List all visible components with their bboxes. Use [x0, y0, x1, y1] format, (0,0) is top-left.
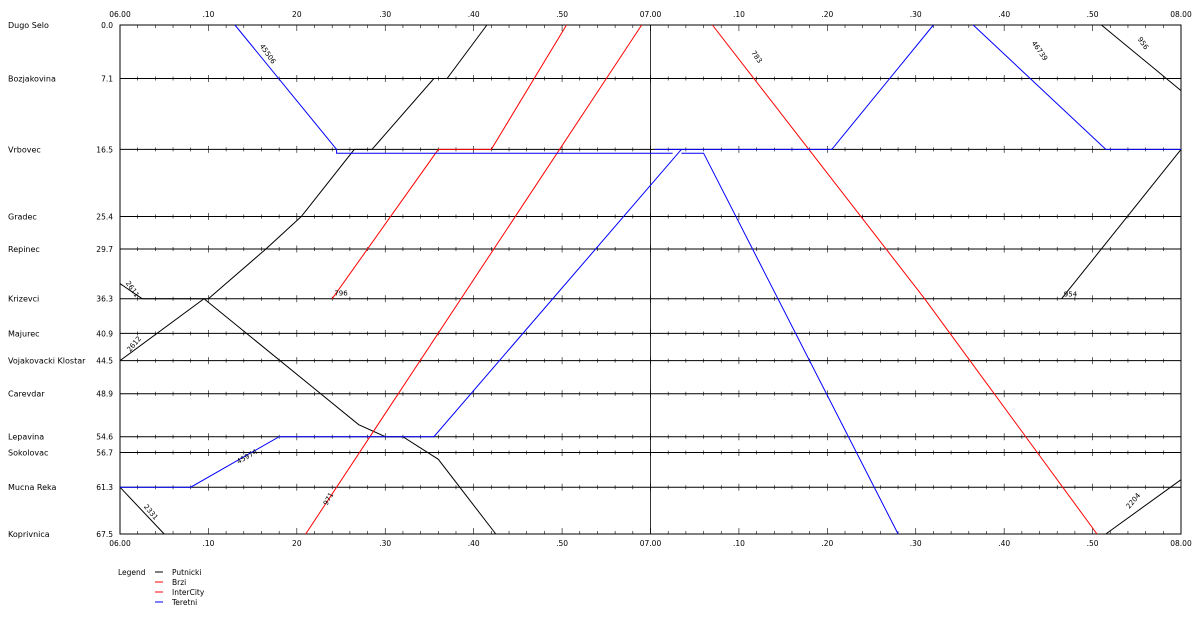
train-path-45974 [120, 24, 934, 488]
km-label: 56.7 [96, 449, 113, 458]
km-label: 29.7 [96, 245, 113, 254]
x-tick-label-bottom: 20 [292, 539, 302, 548]
train-number-label: 783 [749, 49, 763, 65]
km-labels: 0.0 7.1 16.5 25.4 29.7 36.3 40.9 44.5 48.9 54.6 56… [96, 21, 113, 539]
km-label: 44.5 [96, 357, 113, 366]
x-tick-label-top: .30 [910, 10, 922, 19]
train-path-2611 [119, 24, 488, 300]
station-label: Sokolovac [8, 449, 48, 458]
x-tick-label-bottom: .50 [556, 539, 568, 548]
station-labels: Dugo Selo Bozjakovina Vrbovec Gradec Repinec… [8, 21, 86, 539]
chart-grid [119, 24, 1182, 535]
train-path-2331 [119, 486, 165, 535]
train-path-971 [305, 24, 643, 535]
station-label: Lepavina [8, 433, 44, 442]
train-path-2612 [119, 298, 497, 535]
legend-item-label: Brzi [172, 578, 186, 587]
legend-item-label: Teretni [171, 598, 197, 607]
station-label: Bozjakovina [8, 75, 56, 84]
x-tick-label-bottom: .40 [998, 539, 1010, 548]
km-label: 16.5 [96, 145, 113, 154]
x-tick-label-bottom: .10 [202, 539, 214, 548]
km-label: 48.9 [96, 390, 113, 399]
train-number-label: 2612 [126, 335, 144, 354]
station-label: Koprivnica [8, 530, 50, 539]
x-tick-label-bottom: .30 [379, 539, 391, 548]
legend-item-label: Putnicki [172, 568, 201, 577]
station-label: Krizevci [8, 295, 39, 304]
train-path-unnamed [681, 152, 899, 535]
train-number-label: 2204 [1125, 491, 1143, 510]
train-path-45506 [234, 24, 673, 154]
x-tick-label-top: .20 [821, 10, 833, 19]
km-label: 61.3 [96, 483, 113, 492]
train-number-label: 2611 [124, 280, 141, 299]
station-label: Vrbovec [8, 145, 41, 154]
station-label: Dugo Selo [8, 21, 49, 30]
km-label: 0.0 [101, 21, 113, 30]
train-number-label: 971 [322, 491, 336, 507]
x-tick-label-bottom: .20 [821, 539, 833, 548]
x-tick-label-bottom: 08.00 [1170, 539, 1192, 548]
train-number-labels: 45506 2611 2612 796 45974 2331 971 783 46739 956 9… [124, 36, 1150, 522]
legend-title: Legend [118, 568, 146, 577]
x-tick-label-bottom: 07.00 [640, 539, 662, 548]
x-tick-label-top: 08.00 [1170, 10, 1192, 19]
legend-item-label: InterCity [172, 588, 205, 597]
x-tick-label-top: .30 [379, 10, 391, 19]
train-path-2204 [1105, 479, 1182, 535]
x-tick-label-bottom: .40 [468, 539, 480, 548]
train-path-954 [1061, 149, 1182, 300]
km-label: 40.9 [96, 329, 113, 338]
km-label: 67.5 [96, 530, 113, 539]
x-tick-label-top: 06.00 [109, 10, 131, 19]
x-tick-label-bottom: .10 [733, 539, 745, 548]
train-number-label: 954 [1064, 290, 1078, 298]
train-path-46739 [972, 24, 1181, 150]
train-paths [119, 24, 1182, 535]
x-tick-label-bottom: .50 [1087, 539, 1099, 548]
x-tick-label-top: .40 [468, 10, 480, 19]
station-label: Vojakovacki Klostar [8, 357, 86, 366]
train-path-956 [1101, 24, 1182, 91]
km-label: 25.4 [96, 213, 113, 222]
station-label: Gradec [8, 213, 37, 222]
x-tick-label-bottom: .30 [910, 539, 922, 548]
station-label: Repinec [8, 245, 40, 254]
station-label: Majurec [8, 329, 40, 338]
train-number-label: 46739 [1030, 40, 1049, 63]
x-tick-label-top: .10 [733, 10, 745, 19]
x-axis-tick-labels: 06.00 06.00 .10 .10 20 20 .30 .30 .40 .40 .50 .50 07… [109, 10, 1192, 548]
x-tick-label-top: 07.00 [640, 10, 662, 19]
train-number-label: 956 [1136, 36, 1151, 52]
station-label: Carevdar [8, 390, 45, 399]
km-label: 54.6 [96, 433, 113, 442]
train-path-796 [331, 24, 567, 299]
km-label: 36.3 [96, 295, 113, 304]
x-tick-label-top: .50 [1087, 10, 1099, 19]
x-tick-label-top: .50 [556, 10, 568, 19]
train-path-783 [712, 24, 1098, 535]
station-label: Mucna Reka [8, 483, 57, 492]
train-number-label: 45974 [236, 448, 260, 466]
train-number-label: 796 [334, 290, 348, 298]
train-number-label: 45506 [258, 43, 278, 66]
x-tick-label-bottom: 06.00 [109, 539, 131, 548]
x-tick-label-top: .40 [998, 10, 1010, 19]
train-number-label: 2331 [142, 503, 160, 522]
x-tick-label-top: 20 [292, 10, 302, 19]
km-label: 7.1 [101, 75, 113, 84]
x-tick-label-top: .10 [202, 10, 214, 19]
